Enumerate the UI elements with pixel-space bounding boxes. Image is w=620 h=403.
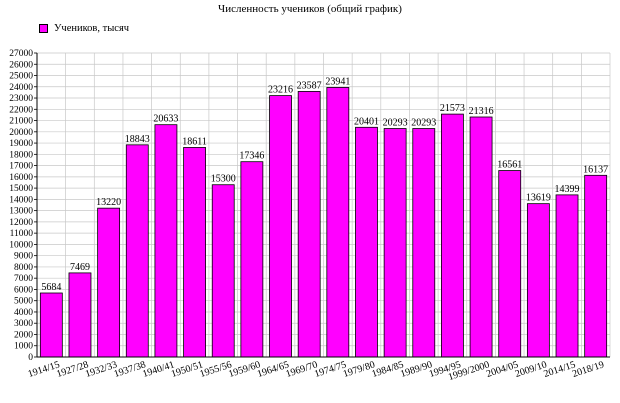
y-tick-label: 11000 <box>10 229 34 239</box>
y-tick-label: 26000 <box>9 60 33 70</box>
y-tick-label: 16000 <box>9 173 33 183</box>
bar <box>383 128 407 358</box>
y-tick-label: 9000 <box>14 252 33 262</box>
bar-value-label: 16137 <box>583 164 608 175</box>
y-tick-label: 23000 <box>9 94 33 104</box>
y-tick-label: 21000 <box>9 117 33 127</box>
bar-value-label: 20293 <box>411 118 436 129</box>
y-tick-label: 25000 <box>9 72 33 82</box>
y-tick-label: 8000 <box>14 263 33 273</box>
bar <box>183 147 206 358</box>
bar-value-label: 17346 <box>239 151 264 162</box>
bar <box>498 170 522 358</box>
bar <box>584 174 608 358</box>
bar <box>297 91 321 358</box>
bar-value-label: 7469 <box>70 262 90 273</box>
bar-value-label: 16561 <box>497 160 522 171</box>
y-tick-label: 5000 <box>14 297 33 307</box>
bar <box>39 292 63 358</box>
bar <box>154 124 178 358</box>
bar <box>326 87 350 358</box>
bar-value-label: 21316 <box>469 106 494 117</box>
y-tick-label: 15000 <box>9 184 33 194</box>
bar <box>441 113 464 358</box>
chart-title: Численность учеников (общий график) <box>218 3 402 15</box>
y-tick-label: 13000 <box>9 207 33 217</box>
y-tick-label: 4000 <box>14 308 33 318</box>
legend-swatch <box>39 24 48 33</box>
y-tick-label: 6000 <box>14 285 33 295</box>
bar-value-label: 23587 <box>297 80 322 91</box>
bar-value-label: 21573 <box>440 103 465 114</box>
bar <box>526 203 550 358</box>
x-tick-label: 2018/19 <box>571 359 606 380</box>
bar <box>68 272 92 358</box>
bar-value-label: 18611 <box>182 136 207 147</box>
bar-value-label: 5684 <box>41 282 61 293</box>
y-tick-label: 24000 <box>9 83 33 93</box>
bar-value-label: 13619 <box>526 193 551 204</box>
bar-value-label: 20293 <box>383 118 408 129</box>
y-tick-label: 20000 <box>9 128 33 138</box>
y-tick-label: 7000 <box>14 274 33 284</box>
y-tick-label: 10000 <box>9 240 33 250</box>
bar <box>412 128 436 358</box>
y-tick-label: 0 <box>28 353 33 363</box>
bar <box>469 116 493 358</box>
y-tick-label: 14000 <box>9 195 33 205</box>
bar-value-label: 20401 <box>354 116 379 127</box>
y-tick-label: 3000 <box>14 319 33 329</box>
bar <box>355 126 378 358</box>
y-tick-label: 1000 <box>14 342 33 352</box>
bar <box>240 161 264 358</box>
y-tick-label: 17000 <box>9 162 33 172</box>
y-tick-label: 22000 <box>9 105 33 115</box>
bar <box>555 194 579 358</box>
bar-value-label: 15300 <box>211 174 236 185</box>
bar <box>97 207 121 358</box>
bar-value-label: 18843 <box>125 134 150 145</box>
legend: Учеников, тысяч <box>39 23 129 34</box>
y-tick-label: 2000 <box>14 330 33 340</box>
bar <box>269 95 292 358</box>
y-tick-label: 12000 <box>9 218 33 228</box>
y-tick-label: 19000 <box>9 139 33 149</box>
bar-value-label: 20633 <box>153 114 178 125</box>
bar <box>125 144 149 358</box>
bar-value-label: 13220 <box>96 197 121 208</box>
bar-value-label: 14399 <box>555 184 580 195</box>
bar <box>211 184 235 358</box>
y-tick-label: 18000 <box>9 150 33 160</box>
bar-value-label: 23941 <box>325 76 350 87</box>
legend-label: Учеников, тысяч <box>54 23 130 34</box>
bar-value-label: 23216 <box>268 85 293 96</box>
y-tick-label: 27000 <box>9 49 33 59</box>
